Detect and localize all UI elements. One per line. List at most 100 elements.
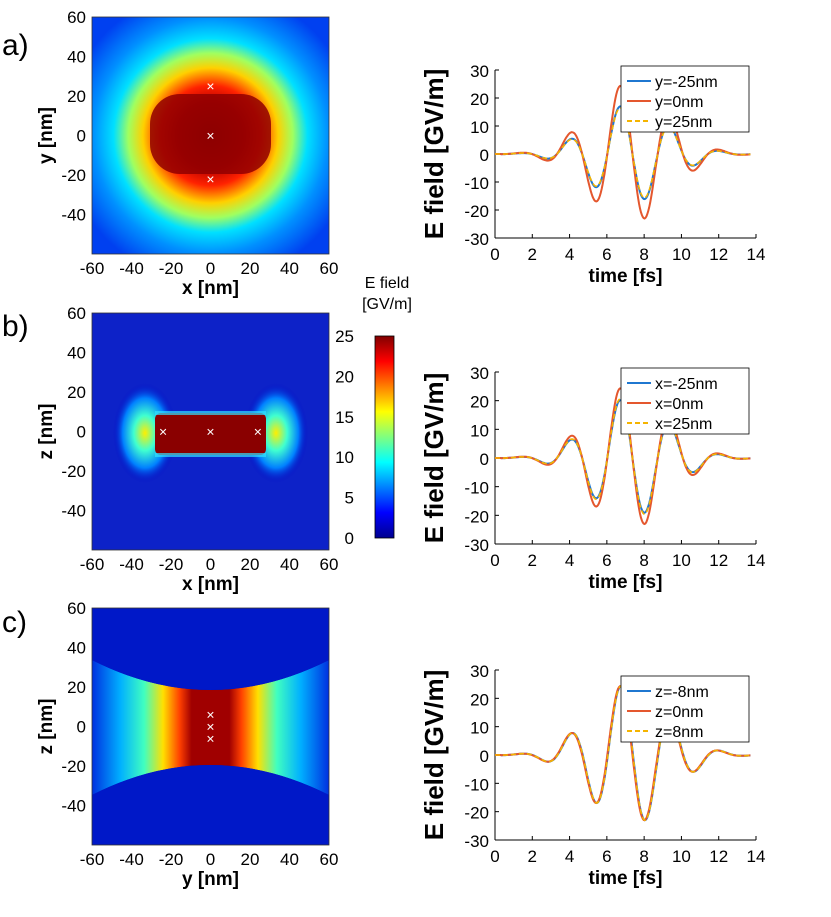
map-a-hotspot	[150, 94, 271, 174]
map-xtick: -20	[159, 259, 184, 278]
x-tick-label: 10	[672, 245, 691, 264]
map-b-rod-edge-bottom	[155, 453, 266, 457]
y-tick-label: 30	[470, 62, 489, 81]
map-xtick: 40	[280, 850, 299, 869]
x-tick-label: 6	[602, 551, 611, 570]
legend-label: z=-8nm	[655, 684, 709, 701]
map-xtick: -60	[80, 555, 105, 574]
x-tick-label: 8	[639, 245, 648, 264]
x-tick-label: 14	[747, 847, 766, 866]
x-tick-label: 2	[528, 847, 537, 866]
map-ylabel: z [nm]	[36, 404, 57, 460]
map-ytick: -40	[61, 797, 86, 816]
probe-marker: ×	[206, 171, 214, 187]
series-line-z=8nm	[495, 685, 751, 822]
legend-box	[620, 65, 750, 133]
x-tick-label: 2	[528, 551, 537, 570]
y-tick-label: -10	[464, 479, 489, 498]
field-map-a	[91, 16, 330, 255]
legend-label: x=0nm	[655, 396, 703, 413]
colorbar-tick: 0	[345, 529, 354, 548]
map-xtick: -40	[119, 259, 144, 278]
y-tick-label: 10	[470, 118, 489, 137]
colorbar-title-line2: [GV/m]	[362, 296, 412, 313]
map-b-left-lobe	[113, 383, 177, 483]
x-tick-label: 14	[747, 551, 766, 570]
legend-label: z=0nm	[655, 704, 703, 721]
probe-marker: ×	[206, 719, 214, 735]
map-ticks: -60 -40 -20 0 20 40 60 60 40 20 0 -20 -40 x [nm] y [nm…	[36, 8, 338, 890]
y-tick-label: -20	[464, 507, 489, 526]
map-xtick: -60	[80, 259, 105, 278]
map-ytick: 0	[77, 718, 86, 737]
map-xtick: 20	[241, 555, 260, 574]
x-tick-label: 8	[639, 551, 648, 570]
map-xtick: -40	[119, 850, 144, 869]
field-map-b	[91, 312, 330, 551]
y-tick-label: 30	[470, 662, 489, 681]
y-tick-label: 20	[470, 393, 489, 412]
map-b-rod	[155, 413, 266, 455]
y-tick-label: 0	[480, 450, 489, 469]
legend-label: x=-25nm	[655, 376, 718, 393]
map-ytick: -20	[61, 462, 86, 481]
map-xtick: 20	[241, 259, 260, 278]
map-xlabel: y [nm]	[182, 869, 239, 890]
x-tick-label: 0	[490, 245, 499, 264]
probe-marker: ×	[206, 730, 214, 746]
x-tick-label: 6	[602, 847, 611, 866]
panel-label-c: c)	[2, 606, 27, 639]
map-ytick: 40	[67, 344, 86, 363]
map-ytick: 40	[67, 48, 86, 67]
map-ytick: 20	[67, 678, 86, 697]
x-tick-label: 8	[639, 847, 648, 866]
x-tick-label: 0	[490, 551, 499, 570]
legend-label: y=0nm	[655, 94, 703, 111]
map-xtick: 20	[241, 850, 260, 869]
map-xtick: 0	[206, 259, 215, 278]
colorbar-title-line1: E field	[365, 275, 409, 292]
map-xtick: 40	[280, 555, 299, 574]
y-tick-label: 10	[470, 719, 489, 738]
colorbar-tick: 25	[335, 327, 354, 346]
map-b-frame	[91, 312, 330, 551]
legend-box	[620, 367, 750, 435]
map-ylabel: z [nm]	[36, 699, 57, 755]
line-chart-c: 0 2 4 6 8 10 12 14 30 20 10 0 -10 -20 -30 time [fs] E fi…	[419, 662, 765, 889]
colorbar-ticks: 0 5 10 15 20 25	[335, 327, 354, 548]
x-tick-label: 14	[747, 245, 766, 264]
colorbar-tick: 15	[335, 408, 354, 427]
map-ytick: 60	[67, 304, 86, 323]
map-xtick: 40	[280, 259, 299, 278]
map-ytick: -40	[61, 502, 86, 521]
panel-label-b: b)	[2, 310, 29, 343]
y-tick-label: -10	[464, 174, 489, 193]
map-ytick: 20	[67, 87, 86, 106]
x-tick-label: 10	[672, 847, 691, 866]
map-ytick: -20	[61, 757, 86, 776]
map-xtick: -60	[80, 850, 105, 869]
map-b-rod-edge-top	[155, 411, 266, 415]
legend-label: y=-25nm	[655, 74, 718, 91]
x-tick-label: 12	[709, 245, 728, 264]
y-tick-label: 0	[480, 146, 489, 165]
x-tick-label: 12	[709, 551, 728, 570]
legend-label: y=25nm	[655, 114, 712, 131]
x-tick-label: 4	[565, 245, 574, 264]
map-ytick: 0	[77, 423, 86, 442]
colorbar-tick: 20	[335, 367, 354, 386]
map-a-frame	[91, 16, 330, 255]
map-ytick: 60	[67, 8, 86, 27]
y-tick-label: 20	[470, 690, 489, 709]
probe-marker: ×	[206, 707, 214, 723]
y-axis-label: E field [GV/m]	[419, 373, 449, 543]
map-ytick: 40	[67, 639, 86, 658]
x-tick-label: 2	[528, 245, 537, 264]
map-xtick: 0	[206, 555, 215, 574]
map-ytick: 60	[67, 599, 86, 618]
legend-label: x=25nm	[655, 416, 712, 433]
colorbar: E field [GV/m] 0 5 10 15 20 25	[335, 275, 412, 548]
x-tick-label: 12	[709, 847, 728, 866]
colorbar-tick: 5	[345, 489, 354, 508]
probe-marker: ×	[254, 424, 262, 440]
